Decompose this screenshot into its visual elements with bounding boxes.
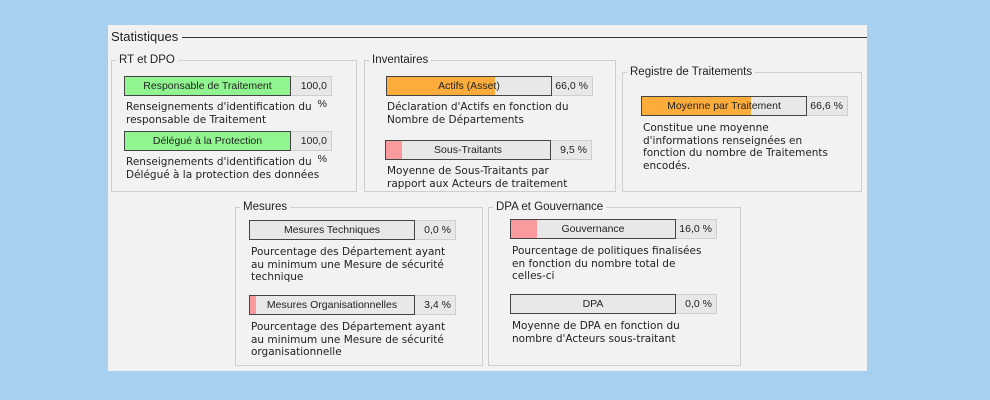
group-inventaires: Inventaires <box>364 54 616 192</box>
progress-fill <box>386 141 402 159</box>
progress-bar: DPA <box>510 294 676 314</box>
stat-sous-traitants: Sous-Traitants 9,5 % <box>385 140 592 160</box>
progress-value: 3,4 % <box>415 295 456 315</box>
progress-label: Moyenne par Traitement <box>667 100 781 112</box>
progress-label: Mesures Organisationnelles <box>266 299 398 311</box>
stat-mesures-organisationnelles: Mesures Organisationnelles 3,4 % <box>249 295 456 315</box>
progress-bar: Mesures Organisationnelles <box>249 295 415 315</box>
progress-value: 100,0 % <box>291 131 332 165</box>
progress-label: Mesures Techniques <box>283 224 381 236</box>
progress-bar: Gouvernance <box>510 219 676 239</box>
progress-value: 16,0 % <box>676 219 717 239</box>
progress-label: Actifs (Asset) <box>438 80 500 92</box>
progress-value: 0,0 % <box>676 294 717 314</box>
progress-bar: Délégué à la Protection <box>124 131 291 151</box>
statistics-panel: Statistiques RT et DPO Responsable de Tr… <box>108 25 867 371</box>
progress-bar: Sous-Traitants <box>385 140 551 160</box>
stat-description: Pourcentage des Département ayant au min… <box>251 321 446 358</box>
stat-description: Moyenne de DPA en fonction du nombre d'A… <box>512 320 680 345</box>
group-legend: DPA et Gouvernance <box>496 201 604 213</box>
progress-value: 100,0 % <box>291 76 332 110</box>
group-mesures: Mesures <box>235 201 483 366</box>
group-dpa-gouvernance: DPA et Gouvernance <box>488 201 741 366</box>
stat-description: Déclaration d'Actifs en fonction du Nomb… <box>387 101 569 126</box>
group-legend: RT et DPO <box>119 54 175 66</box>
stat-delegue-protection: Délégué à la Protection 100,0 % <box>124 131 332 165</box>
group-legend: Inventaires <box>372 54 429 66</box>
group-legend: Mesures <box>243 201 288 213</box>
stat-moyenne-traitement: Moyenne par Traitement 66,6 % <box>641 96 848 116</box>
stat-description: Moyenne de Sous-Traitants par rapport au… <box>387 165 568 190</box>
progress-bar: Moyenne par Traitement <box>641 96 807 116</box>
progress-value: 9,5 % <box>551 140 592 160</box>
stat-description: Constitue une moyenne d'informations ren… <box>643 122 829 172</box>
progress-label: Délégué à la Protection <box>152 135 263 147</box>
progress-fill <box>250 296 256 314</box>
stat-gouvernance: Gouvernance 16,0 % <box>510 219 717 239</box>
stat-mesures-techniques: Mesures Techniques 0,0 % <box>249 220 456 240</box>
stat-description: Renseignements d'identification du respo… <box>126 101 312 126</box>
progress-value: 66,0 % <box>552 76 593 96</box>
progress-label: Gouvernance <box>561 223 625 235</box>
group-legend: Registre de Traitements <box>630 66 753 78</box>
group-registre-traitements: Registre de Traitements <box>622 66 862 192</box>
progress-value: 0,0 % <box>415 220 456 240</box>
stat-description: Pourcentage des Département ayant au min… <box>251 246 446 283</box>
progress-label: Responsable de Traitement <box>143 80 272 92</box>
progress-fill <box>511 220 538 238</box>
progress-fill <box>387 77 496 95</box>
stat-dpa: DPA 0,0 % <box>510 294 717 314</box>
stat-actifs: Actifs (Asset) 66,0 % <box>386 76 593 96</box>
stat-description: Renseignements d'identification du Délég… <box>126 156 320 181</box>
stat-description: Pourcentage de politiques finalisées en … <box>512 245 702 282</box>
title-rule <box>180 37 867 38</box>
panel-title: Statistiques <box>111 29 183 44</box>
progress-fill <box>642 97 752 115</box>
progress-bar: Actifs (Asset) <box>386 76 552 96</box>
stat-responsable-traitement: Responsable de Traitement 100,0 % <box>124 76 332 110</box>
progress-fill <box>125 132 290 150</box>
progress-value: 66,6 % <box>807 96 848 116</box>
group-rt-dpo: RT et DPO <box>111 54 357 192</box>
progress-bar: Responsable de Traitement <box>124 76 291 96</box>
progress-label: DPA <box>582 298 604 310</box>
progress-fill <box>125 77 290 95</box>
progress-bar: Mesures Techniques <box>249 220 415 240</box>
progress-label: Sous-Traitants <box>434 144 502 156</box>
